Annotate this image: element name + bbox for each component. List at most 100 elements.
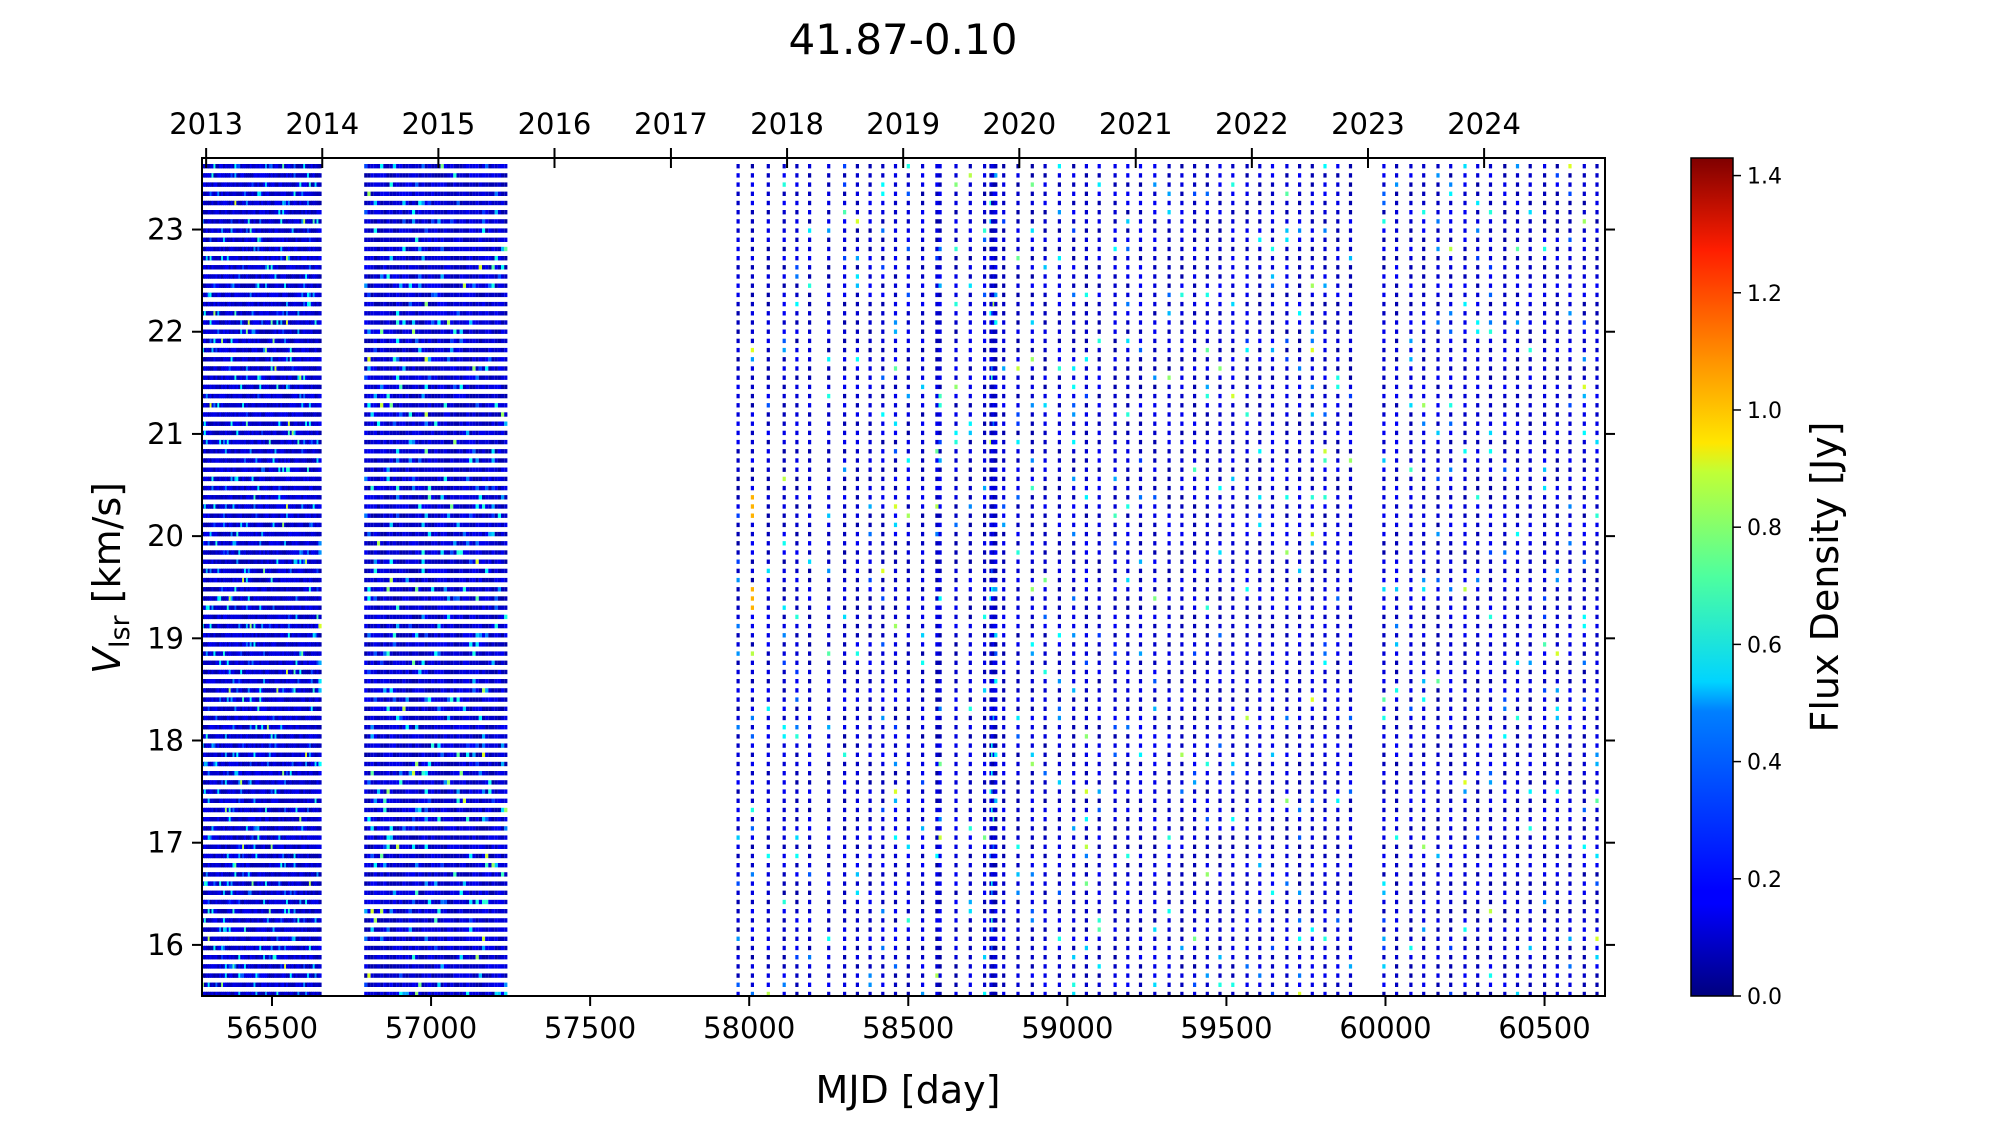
epoch-column xyxy=(205,164,209,997)
flux-cell xyxy=(257,715,261,721)
flux-cell xyxy=(234,265,238,270)
flux-cell xyxy=(242,587,246,592)
flux-cell xyxy=(221,890,225,895)
flux-cell xyxy=(245,449,250,454)
flux-cell xyxy=(257,559,261,564)
flux-cell xyxy=(278,982,282,987)
flux-cell xyxy=(259,357,263,362)
flux-cell xyxy=(245,541,250,546)
epoch-column xyxy=(278,164,282,997)
flux-cell xyxy=(278,531,282,537)
flux-cell xyxy=(261,531,265,537)
flux-cell xyxy=(251,439,255,445)
flux-cell xyxy=(257,476,261,482)
flux-cell xyxy=(202,329,206,334)
flux-cell xyxy=(249,439,253,445)
flux-cell xyxy=(205,936,209,941)
flux-cell xyxy=(209,706,213,711)
flux-cell xyxy=(230,210,234,215)
flux-cell xyxy=(234,329,238,334)
flux-cell xyxy=(261,679,265,684)
flux-cell xyxy=(263,485,267,491)
flux-cell xyxy=(219,725,223,730)
flux-cell xyxy=(217,697,221,702)
flux-cell xyxy=(203,173,208,178)
flux-cell xyxy=(217,669,221,675)
flux-cell xyxy=(230,504,234,509)
flux-cell xyxy=(253,688,257,693)
flux-cell xyxy=(247,587,251,592)
flux-cell xyxy=(280,826,284,831)
flux-cell xyxy=(223,651,227,656)
flux-cell xyxy=(202,715,206,721)
flux-cell xyxy=(268,467,272,472)
flux-cell xyxy=(215,991,219,997)
flux-cell xyxy=(230,274,234,279)
flux-cell xyxy=(236,246,240,252)
flux-cell xyxy=(280,798,284,803)
flux-cell xyxy=(221,375,225,380)
flux-cell xyxy=(272,587,276,592)
flux-cell xyxy=(253,182,257,187)
flux-cell xyxy=(270,522,274,528)
flux-cell xyxy=(266,338,271,344)
flux-cell xyxy=(242,173,246,178)
flux-cell xyxy=(238,771,242,776)
flux-cell xyxy=(268,265,272,270)
flux-cell xyxy=(274,393,278,399)
flux-cell xyxy=(276,844,280,849)
flux-cell xyxy=(203,550,208,555)
flux-cell xyxy=(223,752,227,757)
flux-cell xyxy=(280,881,284,886)
flux-cell xyxy=(213,651,217,656)
flux-cell xyxy=(263,283,267,288)
flux-cell xyxy=(207,430,211,436)
flux-cell xyxy=(268,918,272,923)
flux-cell xyxy=(207,706,211,711)
flux-cell xyxy=(213,265,217,270)
flux-cell xyxy=(215,789,219,794)
flux-cell xyxy=(224,577,229,583)
flux-cell xyxy=(209,403,213,408)
flux-cell xyxy=(261,669,265,675)
flux-cell xyxy=(265,403,269,408)
flux-cell xyxy=(211,844,215,849)
flux-cell xyxy=(236,807,240,813)
flux-cell xyxy=(203,283,208,288)
flux-cell xyxy=(215,329,219,334)
flux-cell xyxy=(263,219,267,224)
flux-cell xyxy=(221,853,225,859)
flux-cell xyxy=(240,973,244,978)
flux-cell xyxy=(242,375,246,380)
flux-cell xyxy=(261,587,265,592)
flux-cell xyxy=(242,265,246,270)
flux-cell xyxy=(238,568,242,574)
flux-cell xyxy=(244,449,248,454)
flux-cell xyxy=(278,265,282,270)
flux-cell xyxy=(219,384,223,390)
flux-cell xyxy=(215,467,219,472)
flux-cell xyxy=(238,780,242,785)
flux-cell xyxy=(228,164,232,169)
epoch-column xyxy=(207,164,211,997)
flux-cell xyxy=(202,476,206,482)
flux-cell xyxy=(228,633,232,638)
epoch-column xyxy=(270,164,274,997)
flux-cell xyxy=(261,265,265,270)
flux-cell xyxy=(265,513,269,518)
flux-cell xyxy=(280,559,284,564)
flux-cell xyxy=(207,522,211,528)
flux-cell xyxy=(242,706,246,711)
flux-cell xyxy=(238,219,242,224)
flux-cell xyxy=(270,982,274,987)
flux-cell xyxy=(268,292,272,298)
flux-cell xyxy=(272,384,276,390)
flux-cell xyxy=(242,660,246,665)
flux-cell xyxy=(266,734,271,739)
flux-cell xyxy=(202,633,206,638)
flux-cell xyxy=(211,752,215,757)
flux-cell xyxy=(219,219,223,224)
flux-cell xyxy=(251,384,255,390)
flux-cell xyxy=(209,918,213,923)
flux-cell xyxy=(268,807,272,813)
